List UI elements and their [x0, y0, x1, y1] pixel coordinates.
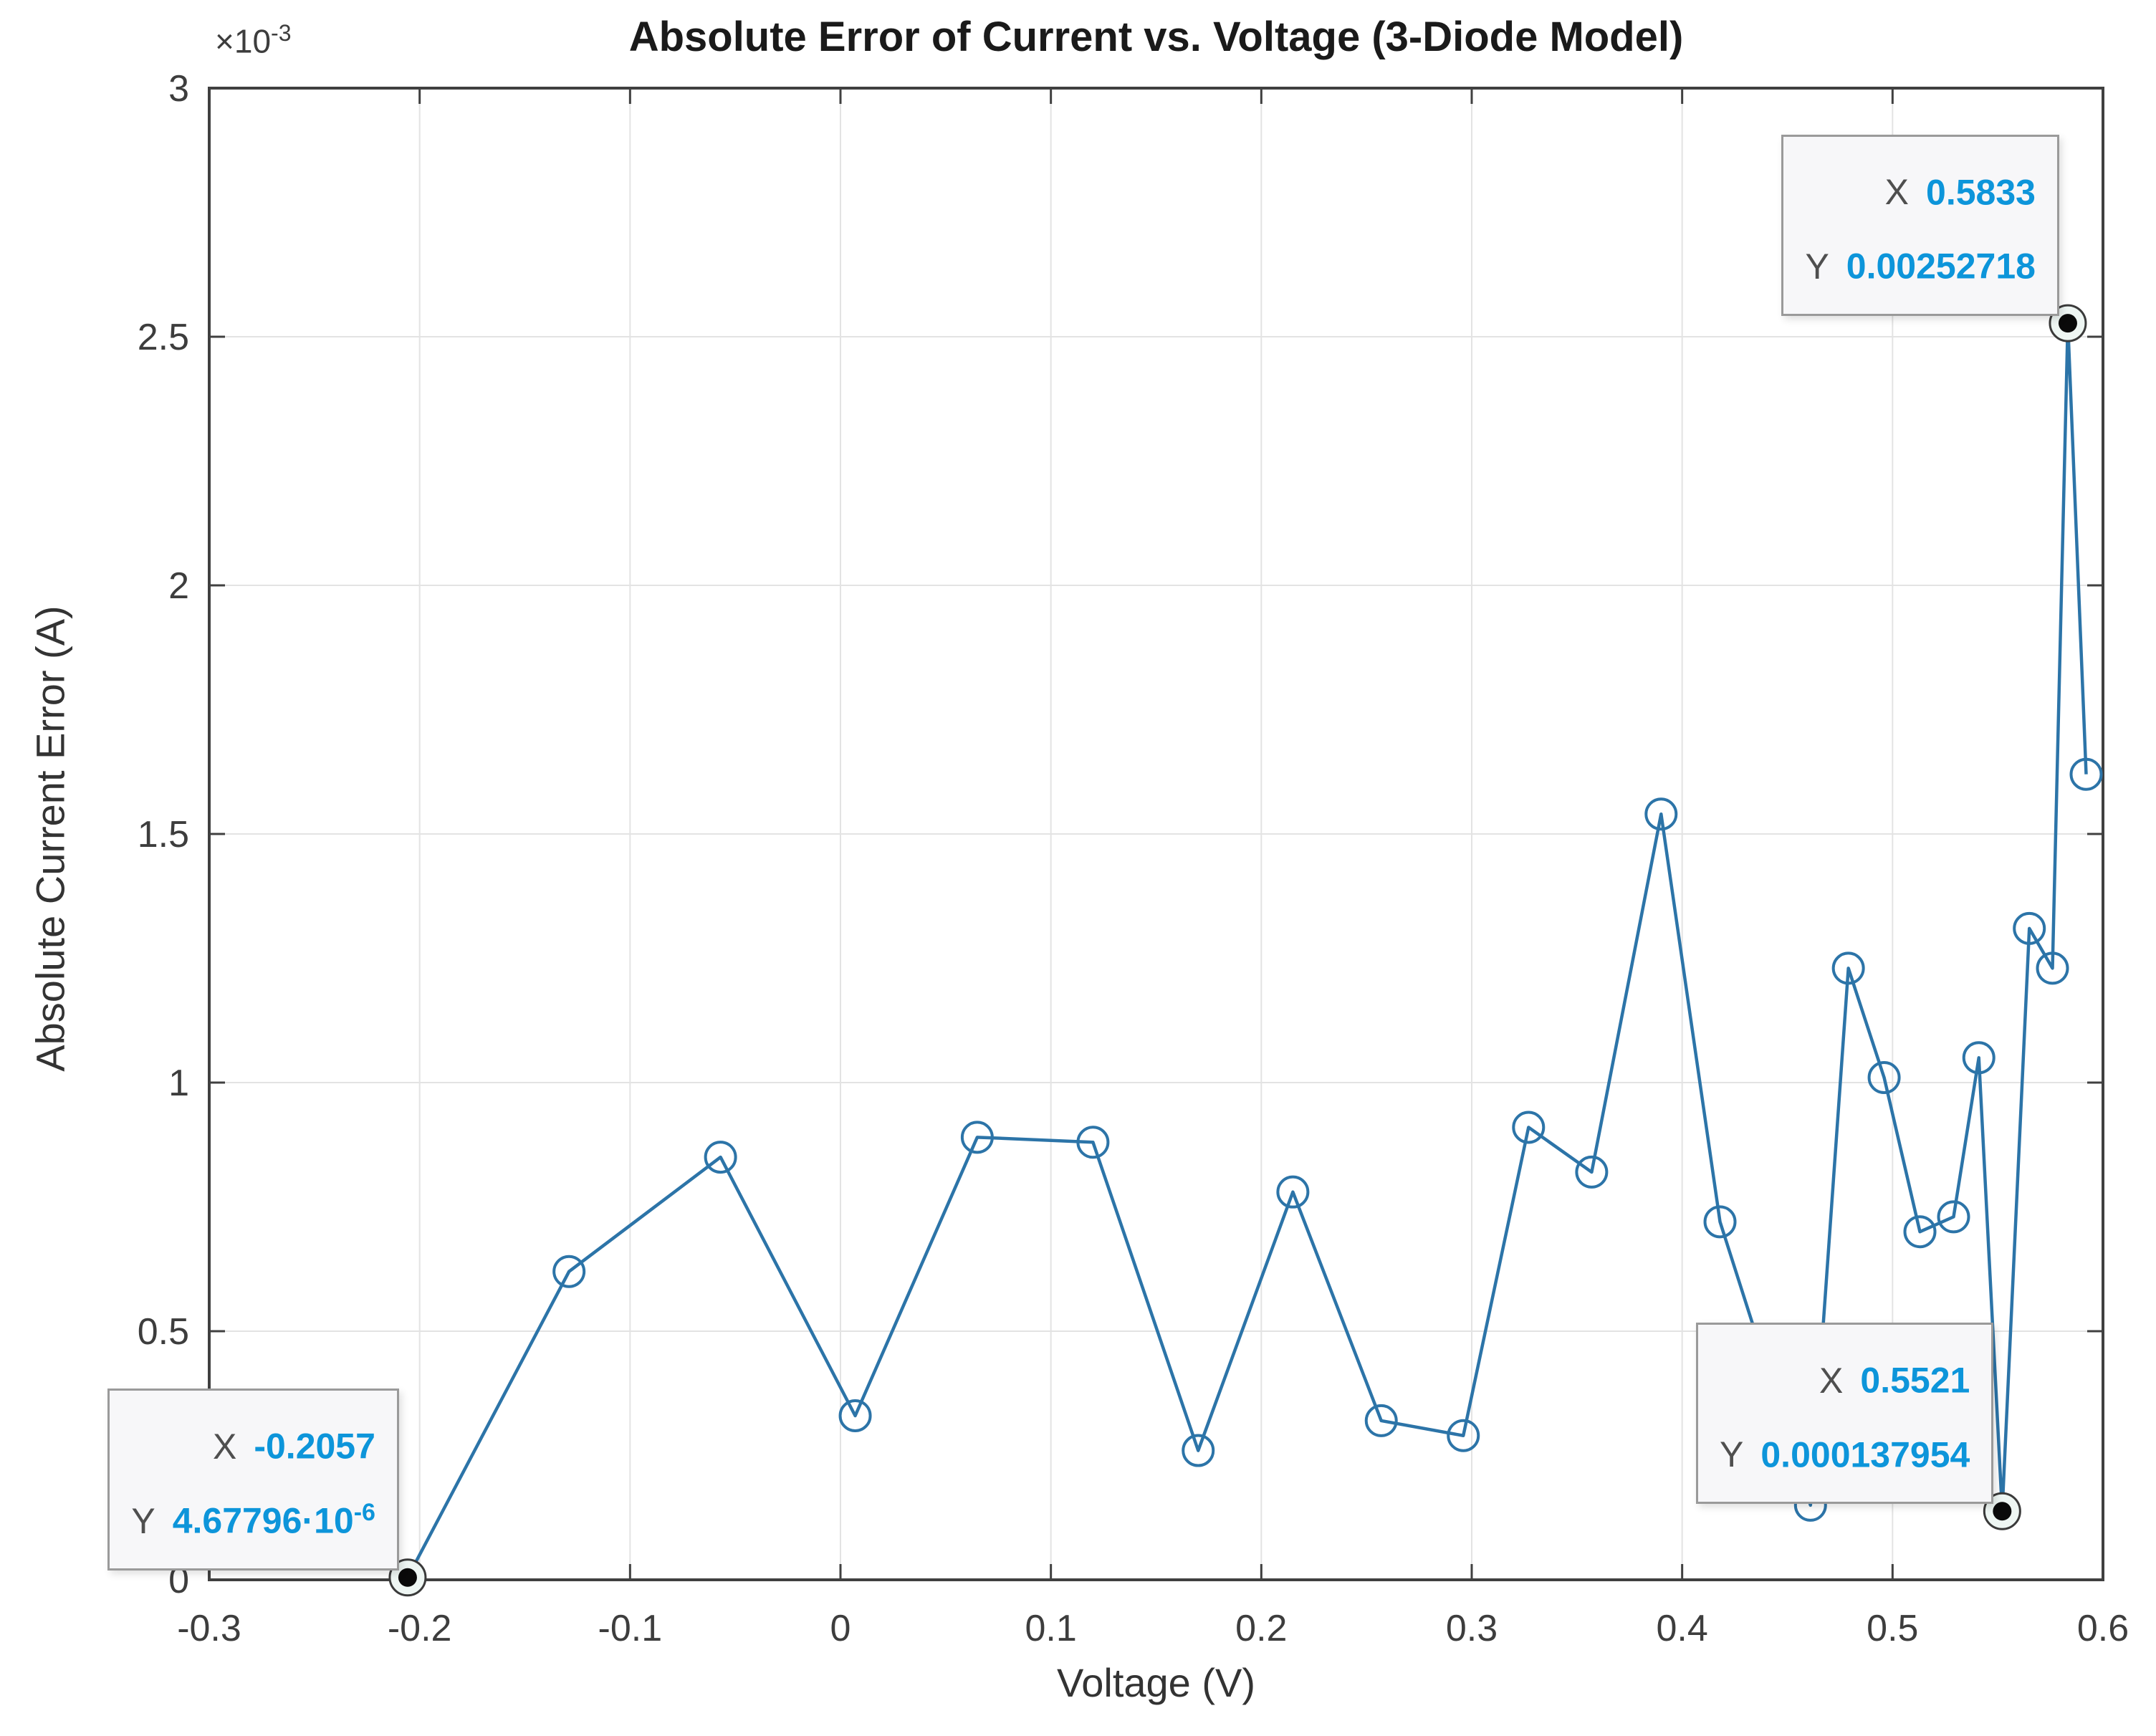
selected-marker-dot[interactable] — [1993, 1502, 2012, 1521]
selected-marker-dot[interactable] — [398, 1568, 417, 1587]
y-tick-label: 1.5 — [138, 814, 189, 855]
x-axis-label: Voltage (V) — [1056, 1660, 1256, 1705]
y-axis-label: Absolute Current Error (A) — [27, 605, 73, 1072]
y-tick-label: 2 — [168, 565, 189, 607]
chart-title: Absolute Error of Current vs. Voltage (3… — [628, 14, 1684, 60]
datatip-y-row: Y 0.00252718 — [1805, 225, 2036, 299]
data-marker[interactable] — [1364, 1404, 1398, 1437]
datatip-x-value: 0.5521 — [1860, 1360, 1970, 1401]
selected-marker-dot[interactable] — [2058, 314, 2077, 333]
data-marker[interactable] — [1644, 797, 1678, 831]
x-tick-label: 0 — [830, 1608, 851, 1649]
datatip-x-label: X — [1819, 1360, 1844, 1401]
multiplier-exponent: -3 — [271, 20, 292, 46]
data-marker[interactable] — [2036, 951, 2069, 985]
x-tick-label: 0.6 — [2077, 1608, 2129, 1649]
x-tick-label: 0.1 — [1025, 1608, 1077, 1649]
data-marker[interactable] — [1937, 1200, 1970, 1234]
x-tick-label: 0.4 — [1657, 1608, 1708, 1649]
data-marker[interactable] — [1867, 1061, 1901, 1095]
x-tick-label: -0.1 — [598, 1608, 663, 1649]
datatip-x-value: -0.2057 — [254, 1426, 375, 1467]
data-marker[interactable] — [1831, 951, 1865, 985]
datatip-y-value: 4.67796·10-6 — [172, 1499, 375, 1541]
data-marker[interactable] — [1703, 1205, 1737, 1239]
datatip-y-row: Y 4.67796·10-6 — [131, 1480, 375, 1554]
x-tick-label: -0.2 — [388, 1608, 452, 1649]
x-tick-label: 0.3 — [1446, 1608, 1498, 1649]
data-marker[interactable] — [1962, 1041, 1996, 1075]
data-marker[interactable] — [1447, 1419, 1480, 1452]
y-tick-label: 1 — [168, 1063, 189, 1104]
datatip-x-label: X — [212, 1426, 237, 1467]
data-marker[interactable] — [1903, 1215, 1937, 1249]
datatip-min-right-point[interactable]: X 0.5521 Y 0.000137954 — [1696, 1322, 1994, 1505]
datatip-max-point[interactable]: X 0.5833 Y 0.00252718 — [1781, 134, 2059, 317]
data-marker[interactable] — [1076, 1126, 1110, 1159]
data-marker[interactable] — [552, 1255, 586, 1288]
data-marker[interactable] — [1182, 1434, 1215, 1467]
y-tick-label: 3 — [168, 68, 189, 110]
datatip-x-row: X -0.2057 — [131, 1405, 375, 1480]
data-marker[interactable] — [1575, 1155, 1609, 1189]
datatip-x-label: X — [1884, 172, 1910, 213]
datatip-y-label: Y — [1805, 246, 1829, 287]
data-marker[interactable] — [1276, 1175, 1310, 1209]
data-marker[interactable] — [2069, 757, 2103, 791]
multiplier-base: ×10 — [215, 22, 272, 60]
datatip-x-row: X 0.5833 — [1805, 151, 2036, 226]
x-tick-label: 0.2 — [1235, 1608, 1287, 1649]
datatip-x-value: 0.5833 — [1926, 172, 2036, 213]
datatip-y-label: Y — [131, 1500, 155, 1541]
x-tick-label: 0.5 — [1867, 1608, 1918, 1649]
y-axis-multiplier: ×10-3 — [215, 20, 291, 60]
data-marker[interactable] — [960, 1121, 994, 1154]
data-marker[interactable] — [2013, 911, 2046, 945]
data-marker[interactable] — [838, 1399, 872, 1432]
datatip-y-row: Y 0.000137954 — [1720, 1414, 1970, 1488]
x-tick-label: -0.3 — [177, 1608, 241, 1649]
datatip-x-row: X 0.5521 — [1720, 1339, 1970, 1414]
datatip-y-value: 0.00252718 — [1846, 246, 2036, 287]
datatip-min-left-point[interactable]: X -0.2057 Y 4.67796·10-6 — [107, 1389, 399, 1570]
data-marker[interactable] — [704, 1141, 737, 1174]
datatip-y-label: Y — [1720, 1434, 1744, 1475]
y-tick-label: 2.5 — [138, 317, 189, 358]
y-tick-label: 0.5 — [138, 1311, 189, 1353]
data-marker[interactable] — [1512, 1111, 1546, 1144]
datatip-y-value: 0.000137954 — [1760, 1434, 1970, 1475]
